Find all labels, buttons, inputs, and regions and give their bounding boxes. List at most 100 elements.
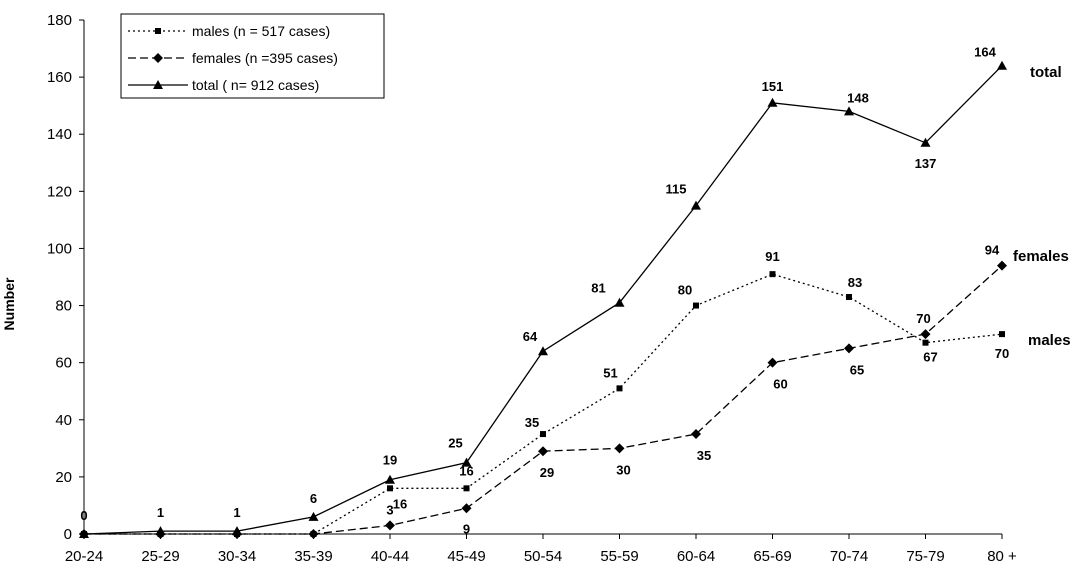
data-point-females xyxy=(461,503,472,514)
x-tick-label: 35-39 xyxy=(294,548,332,565)
data-label-males: 51 xyxy=(603,365,617,380)
series-layer xyxy=(79,60,1007,539)
data-point-total xyxy=(155,526,166,536)
data-label-males: 16 xyxy=(459,463,473,478)
x-tick-label: 65-69 xyxy=(753,548,791,565)
data-label-females: 30 xyxy=(616,462,630,477)
legend-label-females: females (n =395 cases) xyxy=(192,50,338,66)
data-label-total: 81 xyxy=(591,281,605,296)
data-point-total xyxy=(538,346,548,356)
x-tick-label: 30-34 xyxy=(218,548,256,565)
data-point-males xyxy=(463,485,470,492)
series-end-label-males: males xyxy=(1028,332,1071,349)
legend-marker-females xyxy=(153,53,163,63)
data-label-total: 115 xyxy=(666,182,687,197)
data-point-males xyxy=(922,339,929,346)
x-tick-label: 20-24 xyxy=(65,548,103,565)
data-label-total: 137 xyxy=(915,156,937,171)
x-tick-label: 80 + xyxy=(987,548,1017,565)
data-label-total: 25 xyxy=(448,436,462,451)
data-label-males: 70 xyxy=(995,346,1009,361)
data-label-total: 164 xyxy=(974,45,996,60)
data-label-females: 94 xyxy=(985,243,1000,258)
data-label-total: 6 xyxy=(310,491,317,506)
data-label-total: 1 xyxy=(233,505,240,520)
data-point-total xyxy=(767,97,778,107)
y-tick-label: 80 xyxy=(55,298,72,315)
data-point-males xyxy=(999,331,1005,338)
data-label-males: 80 xyxy=(678,283,692,298)
y-axis-title: Number xyxy=(1,277,17,330)
series-end-label-females: females xyxy=(1013,248,1069,265)
x-tick-label: 55-59 xyxy=(600,548,638,565)
data-label-total: 1 xyxy=(157,505,164,520)
data-point-males xyxy=(540,431,546,438)
x-tick-label: 75-79 xyxy=(906,548,944,565)
data-label-total: 64 xyxy=(523,329,538,344)
data-point-females xyxy=(538,446,548,457)
data-label-total: 148 xyxy=(847,90,869,105)
legend-item-females: females (n =395 cases) xyxy=(128,50,338,66)
data-point-total xyxy=(79,529,89,538)
legend-marker-males xyxy=(155,28,161,34)
y-tick-label: 180 xyxy=(47,12,72,29)
y-tick-label: 40 xyxy=(55,412,72,429)
data-label-males: 83 xyxy=(848,275,862,290)
x-tick-label: 50-54 xyxy=(524,548,562,565)
data-label-males-extra: 16 xyxy=(393,496,407,511)
y-tick-label: 100 xyxy=(47,240,72,257)
legend-item-total: total ( n= 912 cases) xyxy=(128,77,319,93)
y-tick-label: 120 xyxy=(47,183,72,200)
legend-item-males: males (n = 517 cases) xyxy=(128,23,330,39)
data-point-females xyxy=(308,529,319,539)
x-tick-label: 70-74 xyxy=(830,548,868,565)
data-label-total: 19 xyxy=(383,453,397,468)
data-point-total xyxy=(308,511,319,521)
data-label-females: 70 xyxy=(916,311,930,326)
data-point-females xyxy=(920,329,931,340)
data-label-males: 67 xyxy=(923,350,937,365)
data-point-males xyxy=(387,485,393,492)
x-tick-label: 25-29 xyxy=(141,548,179,565)
data-point-males xyxy=(616,385,623,392)
series-end-label-total: total xyxy=(1030,64,1062,81)
data-point-males xyxy=(693,302,699,309)
data-label-females: 9 xyxy=(463,521,470,536)
y-tick-label: 160 xyxy=(47,69,72,86)
data-point-females xyxy=(997,260,1007,271)
legend-marker-total xyxy=(153,80,163,89)
data-label-females: 65 xyxy=(850,362,864,377)
data-point-males xyxy=(769,271,776,278)
data-point-males xyxy=(846,293,852,300)
data-point-females xyxy=(767,357,778,368)
y-tick-label: 60 xyxy=(55,355,72,372)
legend: males (n = 517 cases) females (n =395 ca… xyxy=(120,13,385,99)
y-tick-label: 140 xyxy=(47,126,72,143)
data-label-females: 60 xyxy=(773,377,787,392)
data-label-females: 35 xyxy=(697,448,711,463)
data-label-total: 0 xyxy=(80,508,87,523)
series-line-males xyxy=(84,273,1003,535)
y-tick-label: 20 xyxy=(55,469,72,486)
data-point-females xyxy=(385,520,395,531)
data-point-total xyxy=(920,137,931,147)
data-point-females xyxy=(844,343,854,354)
series-line-total xyxy=(83,65,1003,535)
data-point-total xyxy=(844,106,854,116)
data-label-total: 151 xyxy=(762,79,784,94)
x-tick-label: 40-44 xyxy=(371,548,409,565)
data-point-females xyxy=(691,429,701,440)
data-point-females xyxy=(614,443,625,454)
legend-label-total: total ( n= 912 cases) xyxy=(192,77,319,93)
data-label-females: 3 xyxy=(386,502,393,517)
data-label-males: 35 xyxy=(525,415,539,430)
data-label-females: 29 xyxy=(540,465,554,480)
x-tick-label: 45-49 xyxy=(447,548,485,565)
legend-label-males: males (n = 517 cases) xyxy=(192,23,330,39)
data-point-total xyxy=(385,474,395,484)
data-point-total xyxy=(614,297,625,307)
legend-box xyxy=(120,13,385,99)
